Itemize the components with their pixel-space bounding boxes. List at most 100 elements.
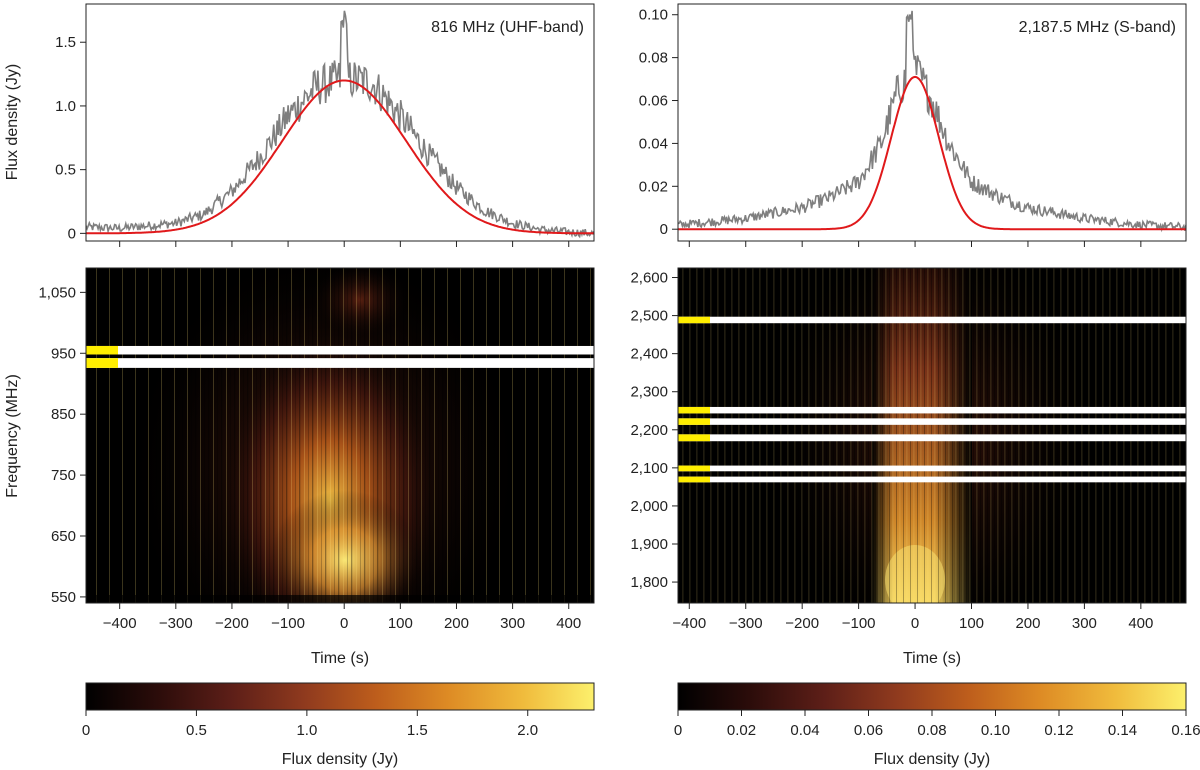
y-tick-label: 2,000 xyxy=(630,498,668,515)
y-tick-label: 0.02 xyxy=(639,178,668,195)
sband-spectrum-frame xyxy=(677,267,1187,604)
y-tick-label: 950 xyxy=(51,345,76,362)
flagged-band xyxy=(678,418,1186,425)
colorbar-tick-label: 1.0 xyxy=(296,722,317,739)
flagged-band xyxy=(678,465,1186,472)
uhf-lightcurve-y-axis-label: Flux density (Jy) xyxy=(4,64,21,180)
x-tick-label: 100 xyxy=(388,615,413,632)
y-tick-label: 0 xyxy=(660,221,668,238)
x-tick-label: −200 xyxy=(785,615,819,632)
flagged-band-marker xyxy=(678,316,710,324)
flagged-band-marker xyxy=(86,358,118,368)
sband-colorbar-label: Flux density (Jy) xyxy=(874,751,990,768)
sband-colorbar: 0 0.02 0.04 0.06 0.08 0.10 0.12 0.14 0.16 Flux d… xyxy=(674,682,1200,768)
uhf-spectrum-frame xyxy=(85,267,595,604)
y-tick-label: 0.06 xyxy=(639,93,668,110)
sband-spectrum-x-axis-label: Time (s) xyxy=(903,650,961,667)
x-tick-label: −200 xyxy=(215,615,249,632)
uhf-colorbar-label: Flux density (Jy) xyxy=(282,751,398,768)
sband-band-label: 2,187.5 MHz (S-band) xyxy=(1019,19,1176,36)
flagged-band xyxy=(678,406,1186,414)
uhf-colorbar-gradient xyxy=(85,682,595,711)
colorbar-tick-label: 0.10 xyxy=(981,722,1010,739)
y-tick-label: 2,600 xyxy=(630,270,668,287)
x-tick-label: −100 xyxy=(842,615,876,632)
y-tick-label: 0.10 xyxy=(639,7,668,24)
uhf-lightcurve-fit-line xyxy=(86,79,594,235)
x-tick-label: 300 xyxy=(500,615,525,632)
x-tick-label: 400 xyxy=(1128,615,1153,632)
sband-lightcurve-fit-line xyxy=(678,75,1186,231)
y-tick-label: 650 xyxy=(51,528,76,545)
x-tick-label: 0 xyxy=(911,615,919,632)
x-tick-label: 200 xyxy=(444,615,469,632)
uhf-lightcurve-frame xyxy=(85,3,595,242)
y-tick-label: 0 xyxy=(68,225,76,242)
colorbar-tick-label: 0 xyxy=(674,722,682,739)
flagged-band xyxy=(678,434,1186,442)
y-tick-label: 1,900 xyxy=(630,536,668,553)
uhf-lightcurve-panel: 0 0.5 1.0 1.5 816 MHz (UHF-band) Flux densi… xyxy=(4,3,595,247)
flagged-band xyxy=(86,358,594,368)
sband-spectrum-image xyxy=(678,268,1186,603)
colorbar-tick-label: 0.02 xyxy=(727,722,756,739)
y-tick-label: 2,300 xyxy=(630,384,668,401)
uhf-lightcurve-data-line xyxy=(86,10,594,239)
x-tick-label: −100 xyxy=(271,615,305,632)
sband-colorbar-gradient xyxy=(677,682,1187,711)
colorbar-tick-label: 1.5 xyxy=(407,722,428,739)
y-tick-label: 1.5 xyxy=(55,34,76,51)
flagged-band xyxy=(678,316,1186,324)
y-tick-label: 2,100 xyxy=(630,460,668,477)
sband-lightcurve-data-line xyxy=(678,10,1186,233)
y-tick-label: 0.08 xyxy=(639,50,668,67)
flagged-band-marker xyxy=(678,418,710,425)
colorbar-tick-label: 0.12 xyxy=(1044,722,1073,739)
x-tick-label: 200 xyxy=(1015,615,1040,632)
x-tick-label: 400 xyxy=(556,615,581,632)
y-tick-label: 850 xyxy=(51,406,76,423)
uhf-spectrum-image xyxy=(86,268,594,603)
flagged-band xyxy=(678,476,1186,483)
y-tick-label: 1.0 xyxy=(55,98,76,115)
sband-dynamic-spectrum-panel: 1,800 1,900 2,000 2,100 2,200 2,300 2,400 2,500… xyxy=(630,267,1187,667)
colorbar-tick-label: 0.5 xyxy=(186,722,207,739)
sband-lightcurve-frame xyxy=(677,3,1187,242)
flagged-band-marker xyxy=(678,476,710,483)
y-tick-label: 0.5 xyxy=(55,162,76,179)
colorbar-tick-label: 0.14 xyxy=(1108,722,1137,739)
colorbar-tick-label: 0 xyxy=(82,722,90,739)
x-tick-label: 300 xyxy=(1072,615,1097,632)
colorbar-tick-label: 0.04 xyxy=(790,722,819,739)
x-tick-label: −400 xyxy=(672,615,706,632)
flagged-band-marker xyxy=(678,406,710,414)
uhf-spectrum-x-axis-label: Time (s) xyxy=(311,650,369,667)
y-tick-label: 2,400 xyxy=(630,346,668,363)
colorbar-tick-label: 0.06 xyxy=(854,722,883,739)
x-tick-label: 100 xyxy=(959,615,984,632)
y-tick-label: 550 xyxy=(51,589,76,606)
colorbar-tick-label: 0.16 xyxy=(1171,722,1200,739)
y-tick-label: 750 xyxy=(51,467,76,484)
y-tick-label: 0.04 xyxy=(639,135,668,152)
uhf-band-label: 816 MHz (UHF-band) xyxy=(431,19,584,36)
flagged-band-marker xyxy=(678,434,710,442)
x-tick-label: 0 xyxy=(340,615,348,632)
flagged-band xyxy=(86,345,594,355)
y-tick-label: 1,050 xyxy=(38,284,76,301)
colorbar-tick-label: 0.08 xyxy=(917,722,946,739)
x-tick-label: −300 xyxy=(159,615,193,632)
x-tick-label: −300 xyxy=(729,615,763,632)
flagged-band-marker xyxy=(86,345,118,355)
uhf-spectrum-y-axis-label: Frequency (MHz) xyxy=(4,374,21,498)
y-tick-label: 1,800 xyxy=(630,574,668,591)
uhf-dynamic-spectrum-panel: 550 650 750 850 950 1,050 −400 −300 −200 −100 0 10… xyxy=(4,267,595,667)
colorbar-tick-label: 2.0 xyxy=(517,722,538,739)
uhf-colorbar: 0 0.5 1.0 1.5 2.0 Flux density (Jy) xyxy=(82,682,595,768)
flagged-band-marker xyxy=(678,465,710,472)
sband-lightcurve-panel: 0 0.02 0.04 0.06 0.08 0.10 2,187.5 MHz (S-ban… xyxy=(639,3,1187,247)
x-tick-label: −400 xyxy=(103,615,137,632)
y-tick-label: 2,500 xyxy=(630,308,668,325)
y-tick-label: 2,200 xyxy=(630,422,668,439)
